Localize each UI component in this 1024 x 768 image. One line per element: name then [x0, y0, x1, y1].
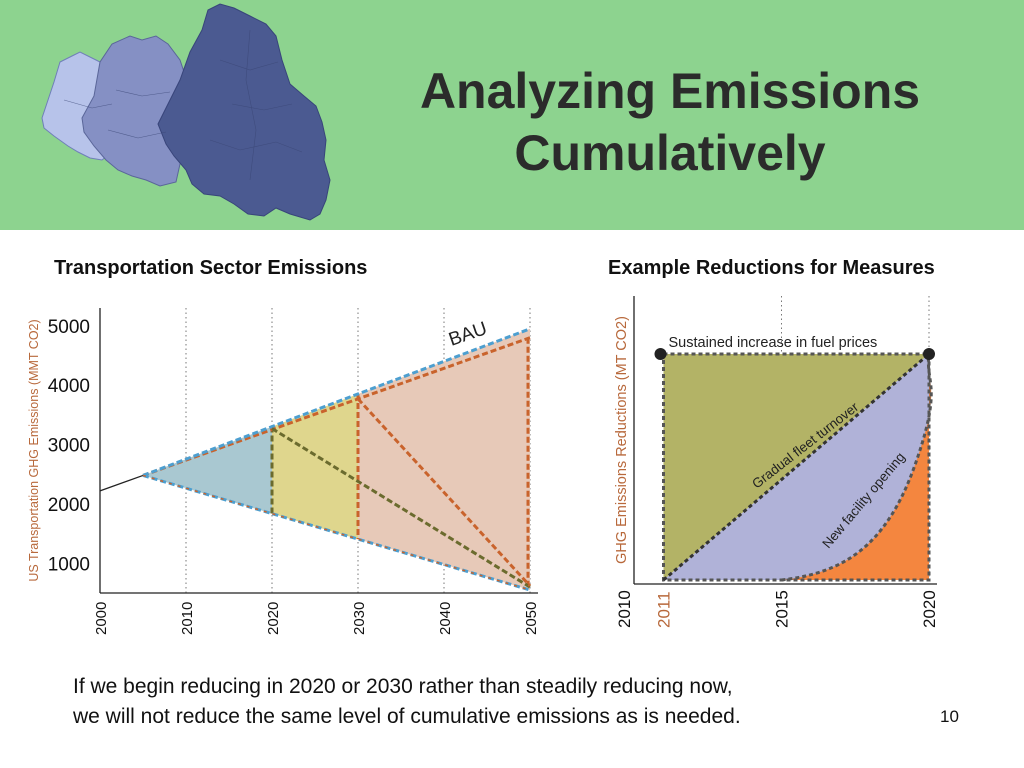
- left-chart-heading: Transportation Sector Emissions: [54, 257, 368, 279]
- x-tick-label: 2015: [773, 590, 792, 628]
- x-tick-label: 2010: [179, 602, 196, 635]
- x-tick-label: 2000: [93, 602, 110, 635]
- y-axis-label: US Transportation GHG Emissions (MMT CO2…: [27, 319, 41, 581]
- y-tick-label: 1000: [48, 554, 90, 575]
- title-banner: Analyzing Emissions Cumulatively: [0, 0, 1024, 230]
- reduction-2020-line: [271, 427, 531, 589]
- transportation-emissions-chart: 1000 2000 3000 4000 5000 2000 2010 2020 2030 2040…: [27, 308, 540, 635]
- x-tick-label: 2010: [615, 590, 634, 628]
- slide-title-line-1: Analyzing Emissions: [419, 63, 921, 119]
- y-tick-label: 2000: [48, 495, 90, 516]
- map-region-dark: [157, 3, 331, 221]
- x-tick-label: 2030: [351, 602, 368, 635]
- slide-title-line-2: Cumulatively: [514, 125, 826, 181]
- right-chart-heading: Example Reductions for Measures: [608, 257, 935, 279]
- fuel-price-outline: [662, 352, 931, 582]
- county-map-illustration: [41, 3, 331, 221]
- bau-line: [142, 327, 531, 477]
- y-axis-label: GHG Emissions Reductions (MT CO2): [614, 316, 630, 564]
- x-tick-label: 2020: [265, 602, 282, 635]
- fuel-start-point: [654, 348, 667, 360]
- facility-area: [781, 354, 932, 580]
- reduction-2030-line: [356, 397, 532, 587]
- fleet-turnover-line: [662, 352, 930, 582]
- y-tick-label: 4000: [48, 376, 90, 397]
- historical-line: [99, 474, 144, 492]
- y-tick-label: 5000: [48, 317, 90, 338]
- x-tick-label: 2040: [437, 602, 454, 635]
- y-tick-label: 3000: [48, 436, 90, 457]
- example-reductions-chart: 2010 2011 2015 2020 GHG Emissions Reductions…: [614, 296, 939, 628]
- x-tick-label: 2011: [655, 591, 674, 628]
- slide-note: If we begin reducing in 2020 or 2030 rat…: [73, 672, 933, 732]
- x-tick-label: 2020: [920, 590, 939, 628]
- area-fill-2020-2030: [272, 394, 358, 540]
- area-fill-2005-2020: [143, 426, 272, 514]
- fuel-price-label: Sustained increase in fuel prices: [669, 335, 878, 351]
- slide-note-line-1: If we begin reducing in 2020 or 2030 rat…: [73, 675, 733, 698]
- x-tick-label: 2050: [523, 602, 540, 635]
- slide-note-line-2: we will not reduce the same level of cum…: [73, 705, 741, 728]
- fuel-end-point: [923, 348, 935, 360]
- steady-reduction-line: [142, 473, 531, 592]
- page-number: 10: [940, 707, 959, 726]
- area-fill-2030-2050: [358, 328, 530, 590]
- slide-title: Analyzing Emissions Cumulatively: [350, 60, 990, 184]
